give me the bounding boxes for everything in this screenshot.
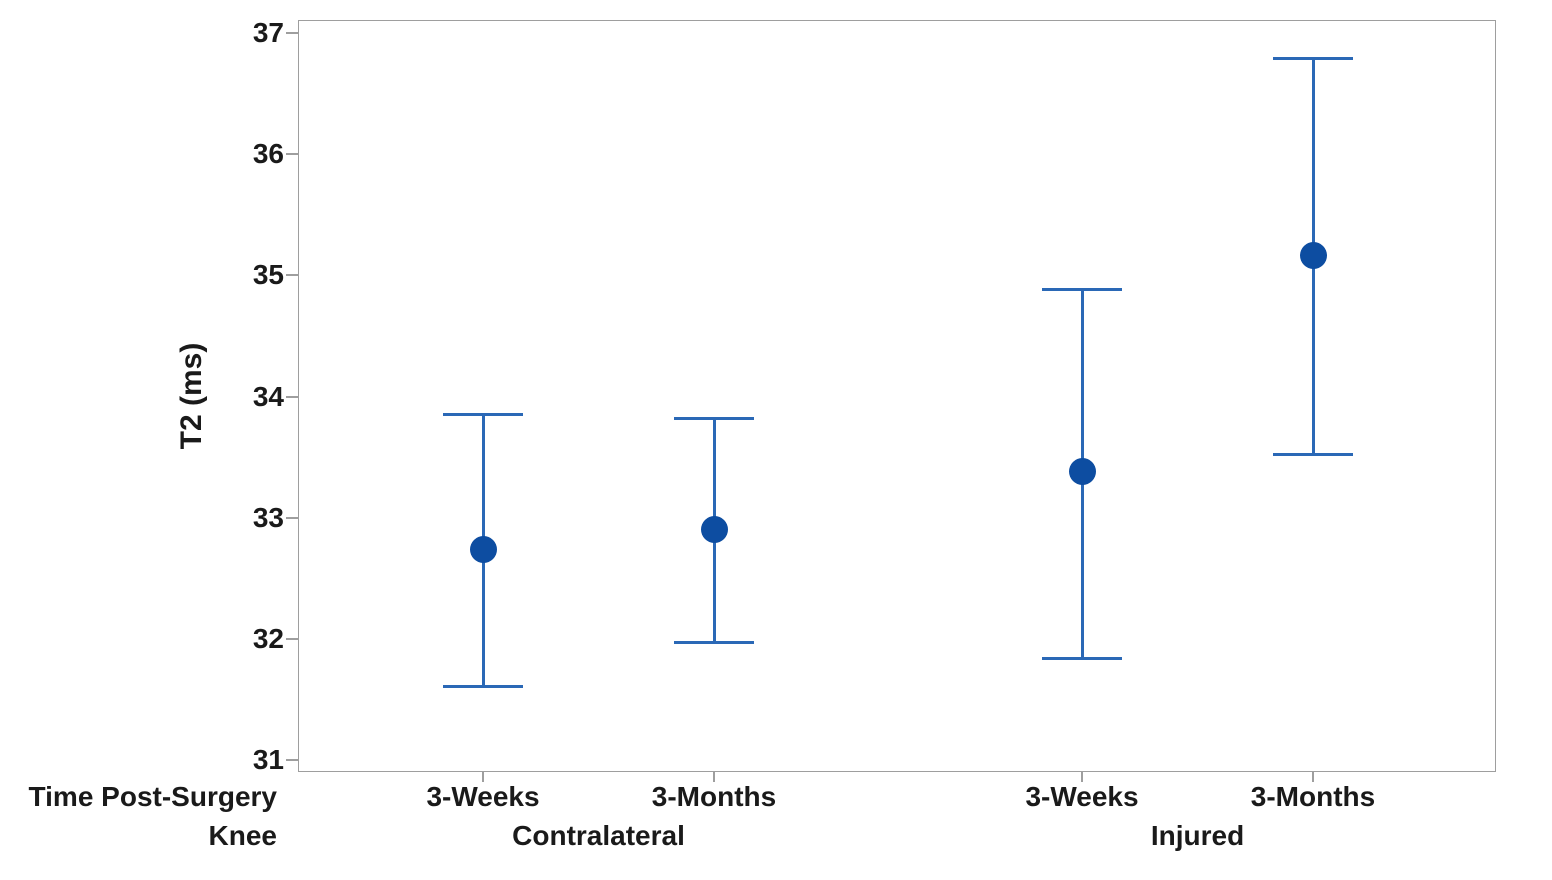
mean-marker (1299, 242, 1327, 270)
x-axis-time-label: 3-Weeks (1025, 781, 1139, 812)
y-axis-tick-label: 37 (252, 17, 284, 48)
x-axis-time-label: 3-Months (1250, 781, 1376, 812)
x-axis-time-label: 3-Months (651, 781, 777, 812)
y-axis-tick (286, 516, 298, 519)
y-axis-tick-label: 33 (252, 501, 284, 533)
plot-area (298, 20, 1496, 772)
y-axis-tick (286, 637, 298, 640)
mean-marker (700, 516, 728, 544)
interval-cap-lower (674, 640, 754, 644)
y-axis-tick-label: 35 (252, 259, 284, 291)
y-axis-tick (286, 32, 298, 34)
y-axis-tick-label: 31 (252, 744, 284, 776)
interval-cap-upper (1273, 56, 1353, 60)
y-axis-tick (286, 153, 298, 156)
interval-cap-lower (1273, 453, 1353, 457)
x-axis-row-header-knee: Knee (208, 820, 277, 851)
y-axis-tick (286, 395, 298, 398)
x-axis-tick (713, 771, 715, 782)
mean-marker (469, 535, 497, 563)
interval-cap-upper (443, 413, 523, 417)
x-axis-tick (1081, 771, 1083, 782)
y-axis-tick-label: 32 (252, 622, 284, 654)
x-axis-knee-label: Contralateral (512, 820, 685, 851)
interval-cap-upper (1042, 288, 1122, 292)
interval-cap-upper (674, 416, 754, 420)
interval-cap-lower (443, 684, 523, 688)
y-axis-tick-label: 36 (252, 138, 284, 170)
y-axis-tick (286, 274, 298, 277)
x-axis-row-header-time-post-surgery: Time Post-Surgery (28, 781, 277, 812)
x-axis-tick (482, 771, 484, 782)
mean-marker (1068, 458, 1096, 486)
x-axis-tick (1312, 771, 1314, 782)
interval-cap-lower (1042, 656, 1122, 660)
x-axis-knee-label: Injured (1150, 820, 1245, 851)
x-axis-time-label: 3-Weeks (426, 781, 540, 812)
y-axis-tick-label: 34 (252, 380, 284, 412)
y-axis-tick (286, 759, 298, 762)
